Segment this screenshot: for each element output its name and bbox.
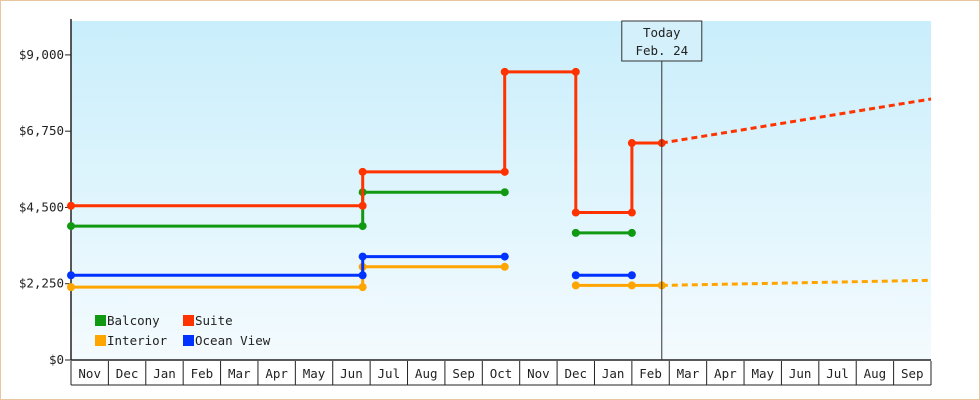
- x-tick-label: Aug: [415, 366, 438, 381]
- data-point: [627, 208, 636, 217]
- forecast-line: [661, 278, 932, 287]
- x-tick-label: Feb: [639, 366, 662, 381]
- data-point: [571, 228, 580, 237]
- x-tick-label: Sep: [452, 366, 475, 381]
- data-point: [500, 167, 509, 176]
- x-tick-label: Nov: [78, 366, 101, 381]
- x-tick-label: Jun: [789, 366, 812, 381]
- y-axis: $0 $2,250 $4,500 $6,750 $9,000: [19, 19, 72, 367]
- data-point: [67, 283, 75, 292]
- data-point: [358, 252, 367, 261]
- x-tick-label: Jan: [602, 366, 625, 381]
- data-point: [358, 271, 367, 280]
- x-tick-label: Aug: [864, 366, 887, 381]
- x-tick-label: Jul: [378, 366, 401, 381]
- forecast-line: [661, 97, 932, 145]
- data-point: [627, 281, 636, 290]
- legend-swatch: [183, 335, 194, 346]
- legend-entry: Balcony: [107, 313, 160, 328]
- x-tick-label: Nov: [527, 366, 550, 381]
- y-tick-label: $9,000: [19, 47, 64, 62]
- today-label: Today: [643, 25, 681, 40]
- x-tick-label: Jul: [826, 366, 849, 381]
- data-point: [571, 271, 580, 280]
- series-ocean-view: [67, 252, 636, 280]
- x-tick-label: Jan: [153, 366, 176, 381]
- y-tick-label: $4,500: [19, 199, 64, 214]
- series-lines: [67, 67, 932, 292]
- plot-background: [71, 21, 931, 360]
- y-tick-label: $6,750: [19, 123, 64, 138]
- y-tick-label: $2,250: [19, 276, 64, 291]
- data-point: [358, 201, 367, 210]
- x-tick-label: Mar: [677, 366, 700, 381]
- x-tick-label: Oct: [490, 366, 513, 381]
- x-tick-label: Dec: [116, 366, 139, 381]
- data-point: [627, 228, 636, 237]
- legend-entry: Ocean View: [195, 333, 271, 348]
- data-point: [571, 67, 580, 76]
- data-point: [500, 262, 509, 271]
- x-tick-label: Apr: [714, 366, 737, 381]
- today-date: Feb. 24: [635, 43, 688, 58]
- today-marker: Today Feb. 24: [621, 20, 703, 360]
- series-suite: [67, 67, 932, 217]
- data-point: [571, 208, 580, 217]
- data-point: [500, 188, 509, 197]
- data-point: [67, 271, 75, 280]
- x-tick-label: Feb: [191, 366, 214, 381]
- x-tick-label: May: [303, 366, 326, 381]
- legend-entry: Suite: [195, 313, 233, 328]
- data-point: [358, 222, 367, 231]
- x-tick-label: Mar: [228, 366, 251, 381]
- data-point: [571, 281, 580, 290]
- data-point: [67, 222, 75, 231]
- series-line: [71, 70, 662, 214]
- x-axis: Nov Dec Jan Feb Mar Apr May Jun Jul Aug Sep Oct Nov D…: [70, 359, 932, 386]
- data-point: [500, 252, 509, 261]
- data-point: [67, 201, 75, 210]
- today-box: [621, 20, 703, 62]
- data-point: [358, 167, 367, 176]
- data-point: [358, 283, 367, 292]
- x-tick-label: Apr: [265, 366, 288, 381]
- x-tick-label: Jun: [340, 366, 363, 381]
- x-tick-label: Dec: [564, 366, 587, 381]
- series-line: [71, 255, 505, 277]
- x-tick-label: Sep: [901, 366, 924, 381]
- y-tick-label: $0: [49, 352, 64, 367]
- data-point: [500, 67, 509, 76]
- x-tick-label: May: [751, 366, 774, 381]
- legend-swatch: [95, 315, 106, 326]
- legend-swatch: [95, 335, 106, 346]
- data-point: [627, 271, 636, 280]
- legend: Balcony Suite Interior Ocean View: [95, 313, 271, 348]
- legend-entry: Interior: [107, 333, 168, 348]
- legend-swatch: [183, 315, 194, 326]
- data-point: [627, 139, 636, 148]
